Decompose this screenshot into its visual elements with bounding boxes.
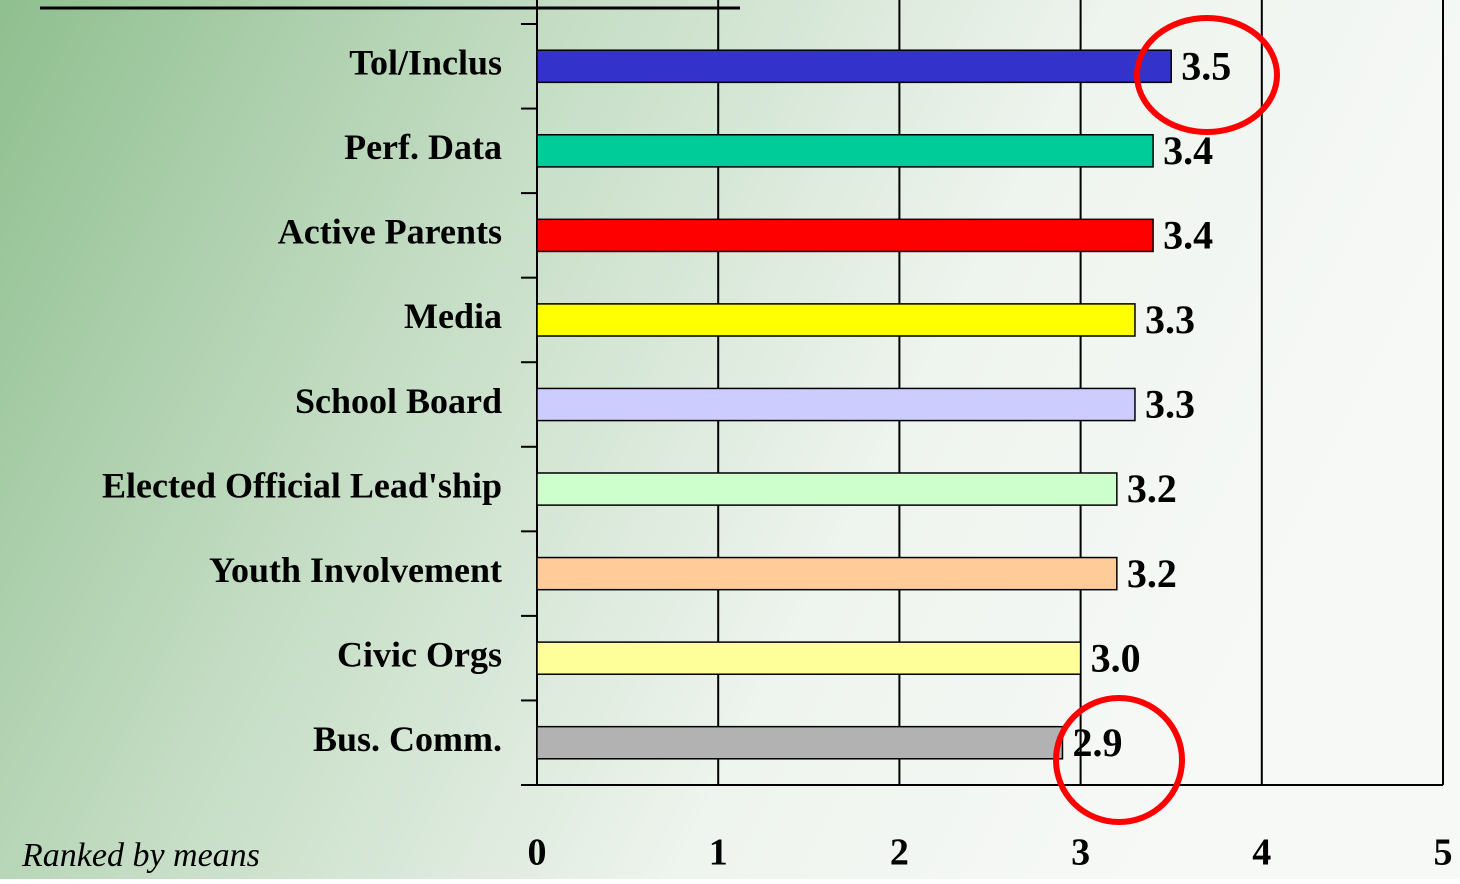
y-tick-label: Tol/Inclus xyxy=(349,43,502,83)
highlight-circle xyxy=(1053,695,1185,825)
bar xyxy=(536,641,1082,675)
x-tick-label: 0 xyxy=(528,832,547,874)
x-tick-label: 5 xyxy=(1434,832,1453,874)
y-tick-label: Perf. Data xyxy=(344,127,502,167)
y-tick-label: Active Parents xyxy=(278,212,502,252)
x-tick-label: 4 xyxy=(1252,832,1271,874)
value-label: 3.3 xyxy=(1145,382,1195,427)
y-tick-label: Elected Official Lead'ship xyxy=(102,465,502,505)
bar xyxy=(536,218,1154,253)
bar xyxy=(536,134,1154,168)
bar xyxy=(536,725,1064,760)
value-label: 3.5 xyxy=(1181,43,1231,88)
bar xyxy=(536,556,1118,591)
bar xyxy=(536,49,1172,84)
x-tick-label: 1 xyxy=(709,832,728,874)
y-tick-label: Media xyxy=(404,296,502,336)
value-label: 3.3 xyxy=(1145,297,1195,342)
bar xyxy=(536,387,1136,422)
y-tick-label: Youth Involvement xyxy=(209,550,502,590)
highlight-circle xyxy=(1134,15,1280,135)
annotation: Ranked by means xyxy=(21,837,260,874)
plot-area: 0 1 2 3 4 5 Tol/Inclus 3.5 Perf. Data 3.4 Active P… xyxy=(102,0,1453,874)
value-label: 3.4 xyxy=(1163,213,1213,258)
value-label: 3.2 xyxy=(1127,466,1177,511)
x-tick-label: 2 xyxy=(890,832,909,874)
y-tick-label: School Board xyxy=(295,381,502,421)
bar xyxy=(536,472,1118,506)
x-tick-label: 3 xyxy=(1071,832,1090,874)
bar xyxy=(536,303,1136,337)
value-label: 2.9 xyxy=(1072,720,1122,765)
value-label: 3.2 xyxy=(1127,551,1177,596)
y-tick-label: Civic Orgs xyxy=(337,634,502,674)
value-label: 3.4 xyxy=(1163,128,1213,173)
y-tick-label: Bus. Comm. xyxy=(313,719,502,759)
value-label: 3.0 xyxy=(1091,635,1141,680)
